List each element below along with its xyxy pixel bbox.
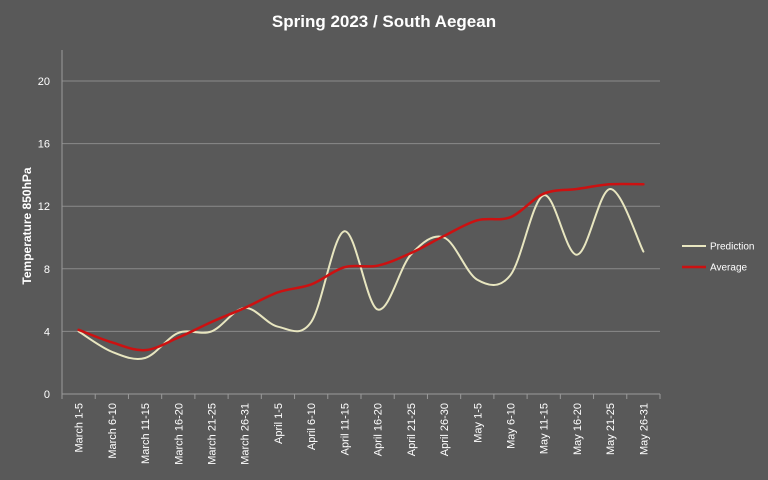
x-tick-label: May 6-10	[506, 403, 518, 449]
gridlines	[62, 80, 660, 332]
series-lines	[77, 182, 645, 360]
y-tick-label: 8	[44, 264, 50, 276]
x-tick-label: May 26-31	[638, 403, 650, 455]
x-tick-label: March 11-15	[140, 403, 152, 464]
x-tick-labels: March 1-5 March 6-10 March 11-15 March 16-2…	[74, 403, 651, 465]
x-tick-label: April 1-5	[273, 403, 285, 444]
x-tick-label: May 11-15	[539, 403, 551, 454]
legend-label-average: Average	[710, 263, 748, 274]
x-tick-label: April 26-30	[439, 403, 451, 456]
x-tick-label: April 6-10	[306, 403, 318, 450]
x-tick-label: March 6-10	[107, 403, 119, 459]
x-tick-label: May 1-5	[472, 403, 484, 443]
legend: Prediction Average	[682, 242, 754, 274]
x-tick-label: March 16-20	[173, 403, 185, 465]
x-tick-label: April 16-20	[373, 403, 385, 456]
series-line-average	[77, 182, 645, 352]
series-line-prediction	[77, 187, 645, 360]
x-tick-label: March 1-5	[74, 403, 86, 453]
y-tick-label: 20	[38, 76, 50, 88]
x-tick-label: May 21-25	[605, 403, 617, 455]
x-tick-label: March 26-31	[240, 403, 252, 465]
x-tick-label: May 16-20	[572, 403, 584, 455]
y-axis-label: Temperature 850hPa	[20, 167, 34, 284]
x-tick-label: April 11-15	[339, 403, 351, 455]
x-tick-label: March 21-25	[207, 403, 219, 465]
y-tick-label: 12	[38, 201, 50, 213]
y-tick-label: 4	[44, 326, 50, 338]
x-tick-label: April 21-25	[406, 403, 418, 456]
y-tick-labels: 0 4 8 12 16 20	[38, 76, 50, 401]
y-tick-label: 0	[44, 389, 50, 401]
chart-title: Spring 2023 / South Aegean	[272, 12, 496, 31]
y-tick-label: 16	[38, 139, 50, 151]
axes	[61, 50, 661, 399]
legend-label-prediction: Prediction	[710, 242, 754, 253]
